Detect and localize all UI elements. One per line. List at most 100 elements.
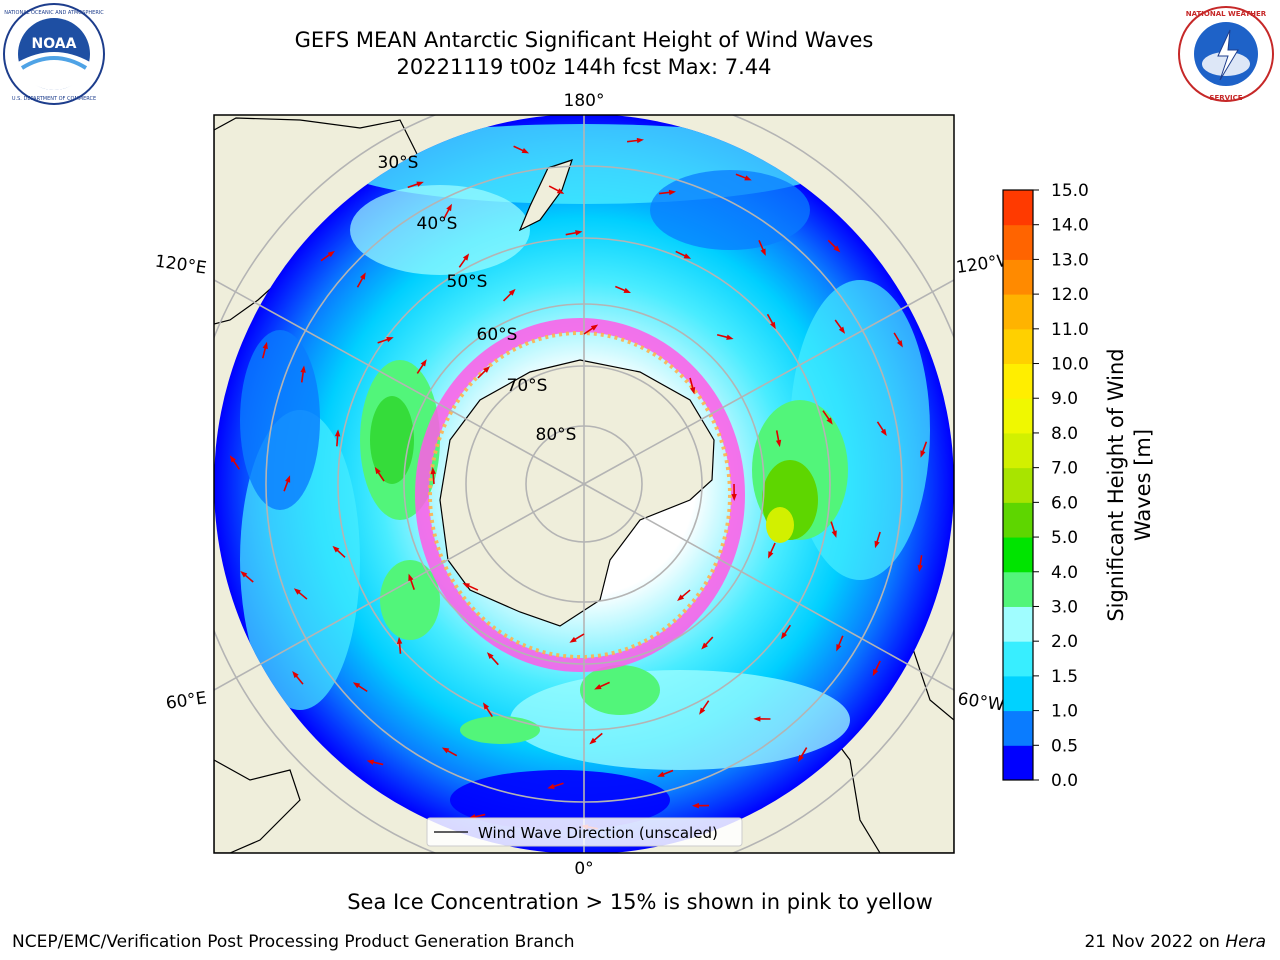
lat-label-80s: 80°S [536,425,577,445]
wind-arrow-head [352,682,361,689]
wind-arrow-head [229,455,236,463]
wind-arrow-head [836,644,842,652]
chart-subtitle: 20221119 t00z 144h fcst Max: 7.44 [396,55,772,79]
lon-label-0: 0° [574,859,593,879]
lon-label-60e: 60°E [165,688,208,713]
colorbar-tick-label: 1.5 [1051,667,1078,687]
wind-arrow-head [692,802,699,809]
wind-arrow-head [441,747,450,754]
lat-label-70s: 70°S [507,376,548,396]
wind-arrow-head [420,359,427,367]
colorbar-tick-label: 10.0 [1051,355,1089,375]
wind-arrow-head [589,737,597,745]
colorbar-segment [1003,710,1033,746]
wind-arrow-head [590,324,599,331]
wind-arrow-head [833,245,841,253]
colorbar-segment [1003,398,1033,434]
colorbar-segment [1003,606,1033,642]
colorbar-segment [1003,259,1033,295]
colorbar-tick-label: 4.0 [1051,563,1078,583]
colorbar-segment [1003,432,1033,469]
wind-arrow-head [731,494,737,501]
lon-label-120e: 120°E [154,252,208,279]
colorbar-tick-label: 0.0 [1051,771,1078,791]
map-frame [213,114,955,854]
legend-label: Wind Wave Direction (unscaled) [478,824,718,842]
wind-arrow-head [569,636,577,643]
wind-arrow-head [292,670,299,679]
wind-arrow-head [386,337,394,343]
wind-arrow-head [880,428,887,437]
wind-arrow-head [446,203,452,212]
colorbar-tick-label: 3.0 [1051,597,1078,617]
colorbar-segment [1003,363,1033,399]
colorbar-tick-label: 12.0 [1051,285,1089,305]
colorbar-segment [1003,328,1033,365]
wind-arrow-head [636,137,644,144]
colorbar-tick-label: 5.0 [1051,528,1078,548]
lon-label-60w: 60°W [956,689,1005,715]
wind-arrow-head [462,583,470,589]
footer-branch: NCEP/EMC/Verification Post Processing Pr… [12,932,575,952]
wind-arrow-head [657,771,665,777]
footer-date-text: 21 Nov 2022 on [1084,932,1226,952]
svg-text:U.S. DEPARTMENT OF COMMERCE: U.S. DEPARTMENT OF COMMERCE [12,96,96,102]
colorbar-segment [1003,745,1033,781]
nws-logo-icon: NATIONAL WEATHER SERVICE [1178,6,1274,102]
wind-arrow-head [780,632,788,640]
wind-arrow-head [775,439,782,448]
wind-arrow-head [683,253,692,259]
wind-arrow-head [689,386,696,395]
wind-arrow-head [396,636,403,644]
colorbar-label-line2: Waves [m] [1131,429,1155,541]
colorbar-segment [1003,641,1033,677]
colorbar-tick-label: 8.0 [1051,424,1078,444]
svg-text:NATIONAL WEATHER: NATIONAL WEATHER [1186,10,1267,18]
new-zealand [518,159,573,232]
noaa-logo-text: NOAA [32,36,77,52]
wind-arrow-head [699,707,706,715]
wind-arrow-head [917,564,923,573]
wind-arrow-head [874,540,880,549]
lat-label-30s: 30°S [378,153,419,173]
wind-arrow-head [575,230,583,236]
chart-title: GEFS MEAN Antarctic Significant Height o… [294,28,874,52]
wind-arrow-head [838,326,846,334]
wind-arrow-head [797,754,804,763]
map-legend: Wind Wave Direction (unscaled) [426,817,743,847]
colorbar-tick-label: 13.0 [1051,250,1089,270]
footer-system: Hera [1225,932,1266,952]
sea-ice-edge [415,318,745,672]
colorbar-segment [1003,502,1033,538]
wind-arrow-head [374,466,381,475]
wind-arrow-head [360,272,366,280]
graticule [214,115,954,853]
lat-label-60s: 60°S [477,325,518,345]
colorbar-segment [1003,190,1033,226]
wind-arrow-head [285,475,291,483]
wind-arrow-head [623,287,631,294]
wind-arrow-head [334,429,341,437]
noaa-logo-icon: NOAA NATIONAL OCEANIC AND ATMOSPHERIC U.… [3,3,105,105]
colorbar-label-line1: Significant Height of Wind [1104,348,1128,621]
wind-arrow-head [332,545,340,553]
wind-arrow-head [768,551,774,559]
footer-date: 21 Nov 2022 on Hera [1084,932,1266,952]
wind-arrow-head [770,321,776,330]
colorbar-segment [1003,224,1033,260]
colorbar-tick-label: 6.0 [1051,493,1078,513]
wind-arrow-head [760,248,766,256]
colorbar-tick-label: 15.0 [1051,181,1089,201]
lon-label-180: 180° [564,91,605,111]
wind-arrow-head [293,588,301,595]
lat-label-40s: 40°S [417,214,458,234]
colorbar-tick-label: 1.0 [1051,702,1078,722]
svg-text:NATIONAL OCEANIC AND ATMOSPHER: NATIONAL OCEANIC AND ATMOSPHERIC [4,10,104,16]
colorbar-segment [1003,537,1033,573]
svg-text:SERVICE: SERVICE [1209,94,1242,102]
colorbar-tick-label: 9.0 [1051,389,1078,409]
wind-arrow-head [327,250,335,258]
colorbar: 0.0 0.5 1.0 1.5 2.0 3.0 4.0 5.0 6.0 7.0 8.0 9.0 10.0… [1002,181,1155,791]
wind-arrow-head [240,570,248,578]
